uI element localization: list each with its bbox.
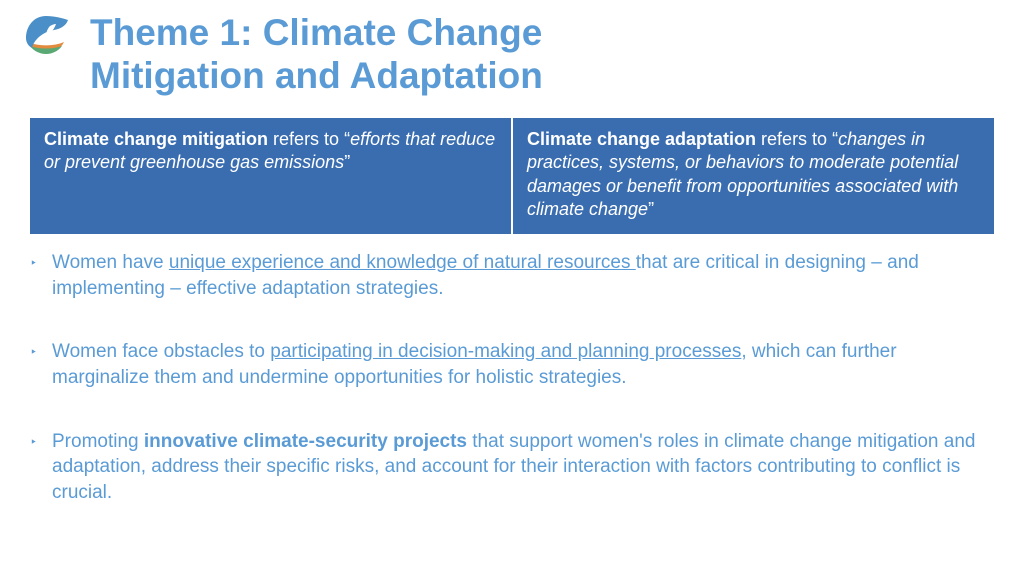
text-pre: Promoting <box>52 431 144 452</box>
def-end: ” <box>344 152 350 172</box>
title-line-2: Mitigation and Adaptation <box>90 55 543 96</box>
bullet-text: Women face obstacles to participating in… <box>52 339 994 390</box>
def-mid: refers to “ <box>268 129 350 149</box>
bullet-text: Women have unique experience and knowled… <box>52 250 994 301</box>
text-bold: innovative climate-security projects <box>144 431 467 452</box>
text-pre: Women face obstacles to <box>52 341 270 362</box>
definition-mitigation: Climate change mitigation refers to “eff… <box>30 118 511 234</box>
text-underline: participating in decision-making and pla… <box>270 341 741 362</box>
term: Climate change mitigation <box>44 129 268 149</box>
bullet-marker-icon: ‣ <box>30 339 52 360</box>
bullet-item: ‣ Women have unique experience and knowl… <box>30 250 994 301</box>
slide-title: Theme 1: Climate Change Mitigation and A… <box>90 12 543 97</box>
bullet-marker-icon: ‣ <box>30 250 52 271</box>
text-pre: Women have <box>52 252 169 273</box>
bullet-item: ‣ Promoting innovative climate-security … <box>30 429 994 506</box>
definition-adaptation: Climate change adaptation refers to “cha… <box>511 118 994 234</box>
def-end: ” <box>648 199 654 219</box>
text-underline: unique experience and knowledge of natur… <box>169 252 636 273</box>
brand-logo-icon <box>20 12 72 64</box>
bullet-marker-icon: ‣ <box>30 429 52 450</box>
definitions-table: Climate change mitigation refers to “eff… <box>30 118 994 234</box>
title-line-1: Theme 1: Climate Change <box>90 12 542 53</box>
bullet-item: ‣ Women face obstacles to participating … <box>30 339 994 390</box>
def-mid: refers to “ <box>756 129 838 149</box>
term: Climate change adaptation <box>527 129 756 149</box>
bullet-list: ‣ Women have unique experience and knowl… <box>30 250 994 543</box>
bullet-text: Promoting innovative climate-security pr… <box>52 429 994 506</box>
